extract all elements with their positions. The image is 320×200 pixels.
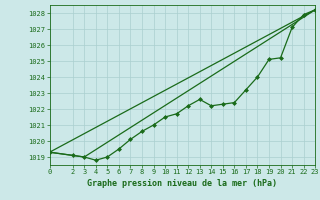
X-axis label: Graphe pression niveau de la mer (hPa): Graphe pression niveau de la mer (hPa)	[87, 179, 277, 188]
